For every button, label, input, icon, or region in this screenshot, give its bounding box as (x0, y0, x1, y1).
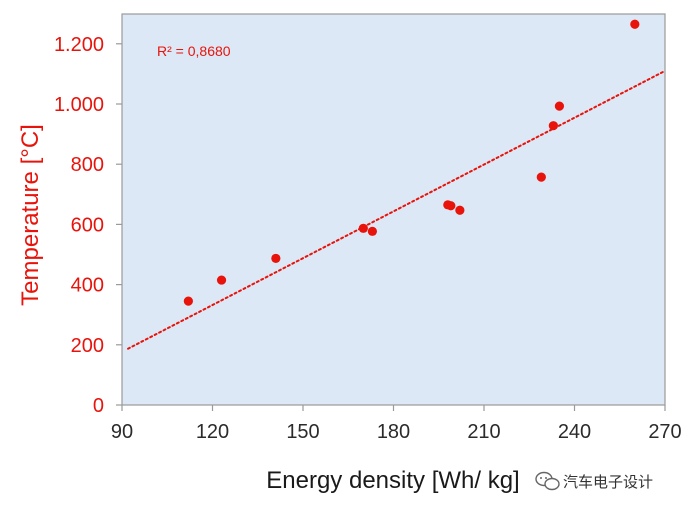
x-axis-ticks: 90 120 150 180 210 240 270 (111, 405, 682, 443)
y-axis-ticks: 0 200 400 600 800 1.000 1.200 (54, 34, 122, 417)
x-tick-label: 180 (377, 421, 410, 443)
x-tick-label: 210 (467, 421, 500, 443)
data-point (183, 296, 193, 306)
data-point (630, 19, 640, 29)
data-point (548, 121, 558, 131)
y-tick-label: 400 (71, 275, 104, 297)
data-point (216, 275, 227, 285)
trendline (127, 69, 666, 350)
plot-area (121, 13, 666, 406)
x-tick-label: 120 (196, 421, 229, 443)
y-axis-label: Temperature [°C] (17, 124, 44, 306)
y-tick-label: 1.000 (54, 94, 104, 116)
data-point (367, 226, 377, 236)
y-tick-label: 200 (71, 335, 104, 357)
trendline-group (127, 69, 666, 350)
r-squared-annotation: R² = 0,8680 (157, 43, 231, 59)
x-axis-label: Energy density [Wh/ kg] (266, 467, 519, 494)
y-tick-label: 600 (71, 214, 104, 236)
wechat-icon (535, 471, 560, 491)
y-tick-label: 1.200 (54, 34, 104, 56)
data-points (183, 19, 640, 306)
x-tick-label: 240 (558, 421, 591, 443)
data-point (271, 253, 281, 264)
x-tick-label: 270 (648, 421, 681, 443)
y-tick-label: 0 (93, 395, 104, 417)
x-tick-label: 90 (111, 421, 133, 443)
data-point (446, 201, 456, 211)
x-tick-label: 150 (286, 421, 319, 443)
y-tick-label: 800 (71, 154, 104, 176)
data-point (536, 172, 546, 182)
watermark: 汽车电子设计 (535, 471, 653, 491)
watermark-text: 汽车电子设计 (563, 473, 653, 491)
data-point (455, 205, 465, 215)
data-point (554, 101, 565, 111)
data-point (358, 223, 368, 233)
